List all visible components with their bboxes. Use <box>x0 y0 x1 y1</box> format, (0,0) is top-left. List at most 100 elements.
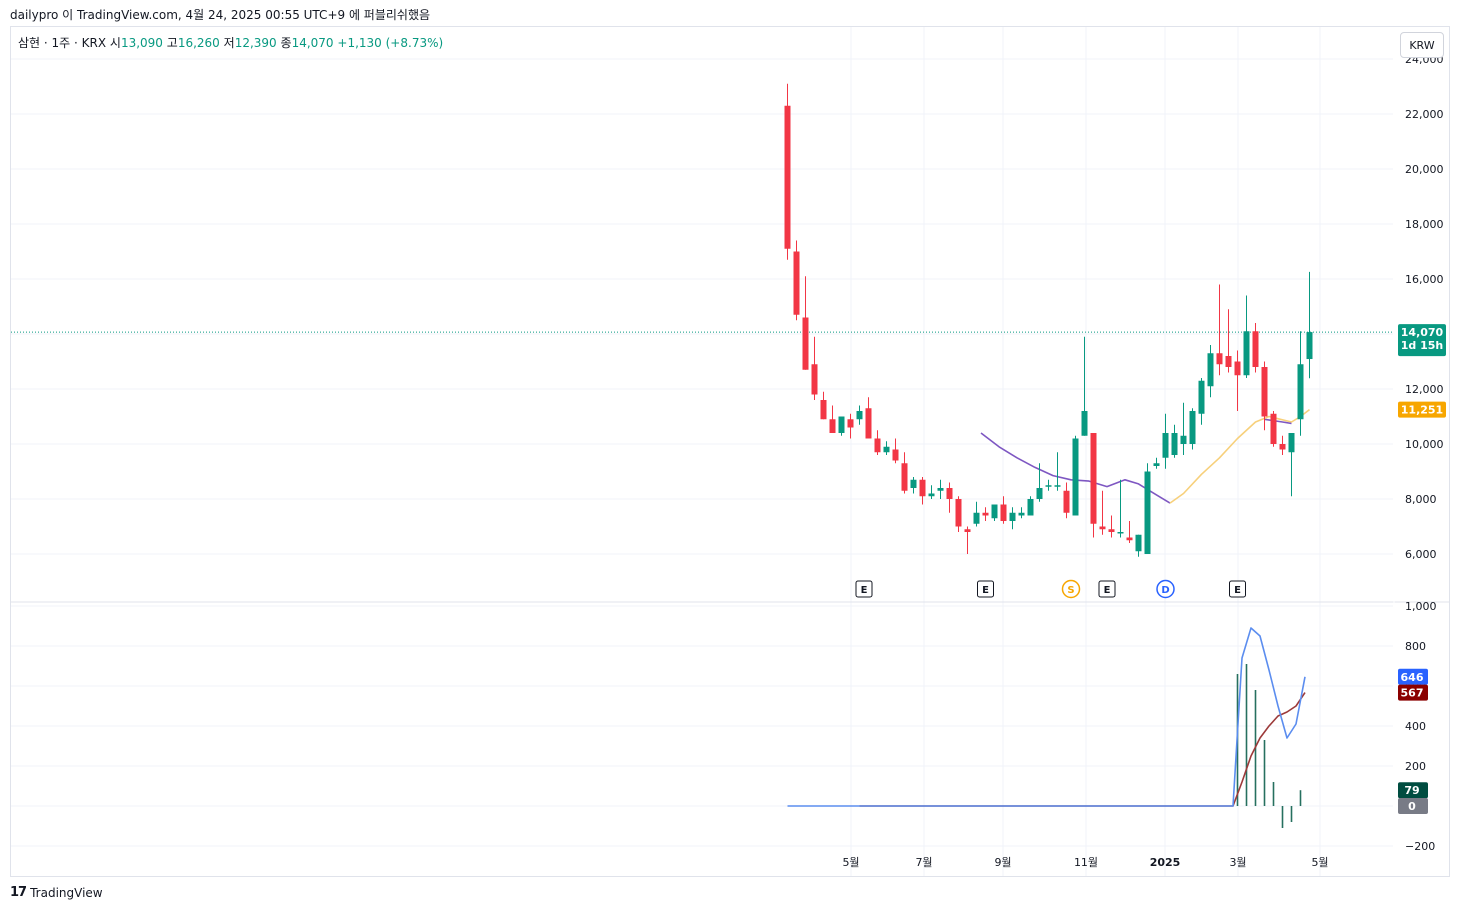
candle-body[interactable] <box>1288 433 1295 453</box>
candle-body[interactable] <box>955 499 962 527</box>
osc-y-tick-label: −200 <box>1405 840 1435 853</box>
tradingview-brand: TradingView <box>30 885 103 900</box>
candle-body[interactable] <box>802 317 809 370</box>
event-marker-label: D <box>1161 585 1169 596</box>
candle-body[interactable] <box>838 416 845 434</box>
candle-body[interactable] <box>1207 353 1214 387</box>
candle-body[interactable] <box>919 479 926 497</box>
bar-countdown-label: 1d 15h <box>1401 339 1444 352</box>
candle-body[interactable] <box>1252 331 1259 367</box>
candle-body[interactable] <box>1306 332 1313 360</box>
publish-attribution: dailypro 이 TradingView.com, 4월 24, 2025 … <box>10 8 431 22</box>
candle-body[interactable] <box>1117 532 1124 534</box>
last-price-tag <box>1398 324 1446 357</box>
candle-body[interactable] <box>937 488 944 491</box>
candle-body[interactable] <box>1243 331 1250 376</box>
candle-body[interactable] <box>874 438 881 453</box>
tradingview-logo-icon: 17 <box>10 885 27 900</box>
candle-body[interactable] <box>856 411 863 420</box>
candle-body[interactable] <box>982 512 989 516</box>
event-earnings-icon[interactable] <box>1098 580 1116 598</box>
candle-body[interactable] <box>1018 512 1025 516</box>
osc-value-tag <box>1398 684 1428 701</box>
candle-body[interactable] <box>865 408 872 439</box>
y-tick-label: 18,000 <box>1405 218 1444 231</box>
legend-high: 16,260 <box>177 36 220 50</box>
candle-body[interactable] <box>910 479 917 488</box>
candle-body[interactable] <box>847 419 854 428</box>
legend-high-label: 고 <box>166 36 178 50</box>
candle-body[interactable] <box>784 105 791 249</box>
candle-body[interactable] <box>991 504 998 519</box>
candle-body[interactable] <box>1036 488 1043 499</box>
legend-low: 12,390 <box>234 36 277 50</box>
x-tick-label: 11월 <box>1074 856 1098 869</box>
osc-main-line <box>787 627 1306 807</box>
candle-body[interactable] <box>820 400 827 420</box>
candle-body[interactable] <box>1108 529 1115 532</box>
candle-body[interactable] <box>1126 537 1133 541</box>
candle-body[interactable] <box>1027 499 1034 516</box>
candle-body[interactable] <box>1099 526 1106 530</box>
candle-body[interactable] <box>1045 485 1052 487</box>
x-tick-label: 7월 <box>915 856 932 869</box>
ma-yellow-line <box>1169 408 1310 504</box>
candle-body[interactable] <box>1090 433 1097 524</box>
x-tick-label: 9월 <box>994 856 1011 869</box>
candle-body[interactable] <box>1054 485 1061 487</box>
event-earnings-icon[interactable] <box>855 580 873 598</box>
candle-body[interactable] <box>829 419 836 433</box>
candle-body[interactable] <box>1261 367 1268 417</box>
legend-close-label: 종 <box>280 36 292 50</box>
candle-body[interactable] <box>1072 438 1079 516</box>
legend-low-label: 저 <box>223 36 235 50</box>
candle-body[interactable] <box>928 493 935 497</box>
candle-body[interactable] <box>1135 534 1142 552</box>
osc-y-tick-label: 200 <box>1405 760 1426 773</box>
candle-body[interactable] <box>1000 504 1007 522</box>
osc-value-tag <box>1398 668 1428 685</box>
legend-open: 13,090 <box>120 36 163 50</box>
osc-value-tag-label: 0 <box>1408 800 1416 813</box>
y-tick-label: 6,000 <box>1405 548 1437 561</box>
candle-body[interactable] <box>892 449 899 461</box>
osc-value-tag-label: 646 <box>1401 671 1424 684</box>
symbol-legend[interactable]: 삼현 · 1주 · KRX 시13,090 고16,260 저12,390 종1… <box>18 34 443 51</box>
ma-purple-line <box>980 432 1171 504</box>
candle-body[interactable] <box>1162 433 1169 458</box>
candle-body[interactable] <box>1153 463 1160 466</box>
event-earnings-icon[interactable] <box>1229 580 1246 598</box>
candle-body[interactable] <box>1171 433 1178 455</box>
candle-body[interactable] <box>1180 435 1187 444</box>
candle-body[interactable] <box>1279 444 1286 450</box>
candle-body[interactable] <box>793 251 800 315</box>
candle-body[interactable] <box>1270 413 1277 444</box>
candle-body[interactable] <box>946 488 953 499</box>
candle-body[interactable] <box>1198 380 1205 414</box>
candle-body[interactable] <box>964 529 971 532</box>
y-tick-label: 8,000 <box>1405 493 1437 506</box>
candle-body[interactable] <box>1063 490 1070 513</box>
candle-body[interactable] <box>883 446 890 453</box>
currency-button[interactable]: KRW <box>1400 32 1444 58</box>
candle-body[interactable] <box>901 463 908 491</box>
event-split-icon[interactable] <box>1061 579 1081 599</box>
event-marker-label: E <box>1234 585 1241 596</box>
candle-body[interactable] <box>1234 361 1241 376</box>
tradingview-footer[interactable]: 17 TradingView <box>10 885 103 900</box>
legend-close: 14,070 <box>291 36 334 50</box>
candle-body[interactable] <box>1297 364 1304 420</box>
candle-body[interactable] <box>1009 512 1016 521</box>
candle-body[interactable] <box>1144 471 1151 555</box>
candle-body[interactable] <box>973 512 980 524</box>
candle-body[interactable] <box>1081 411 1088 436</box>
candle-body[interactable] <box>1216 353 1223 365</box>
x-tick-label: 3월 <box>1229 856 1246 869</box>
candle-body[interactable] <box>811 364 818 395</box>
ma-value-tag-label: 11,251 <box>1401 404 1443 417</box>
event-dividend-icon[interactable] <box>1156 579 1175 599</box>
candle-body[interactable] <box>1225 356 1232 367</box>
event-earnings-icon[interactable] <box>977 580 994 598</box>
candle-body[interactable] <box>1189 411 1196 444</box>
